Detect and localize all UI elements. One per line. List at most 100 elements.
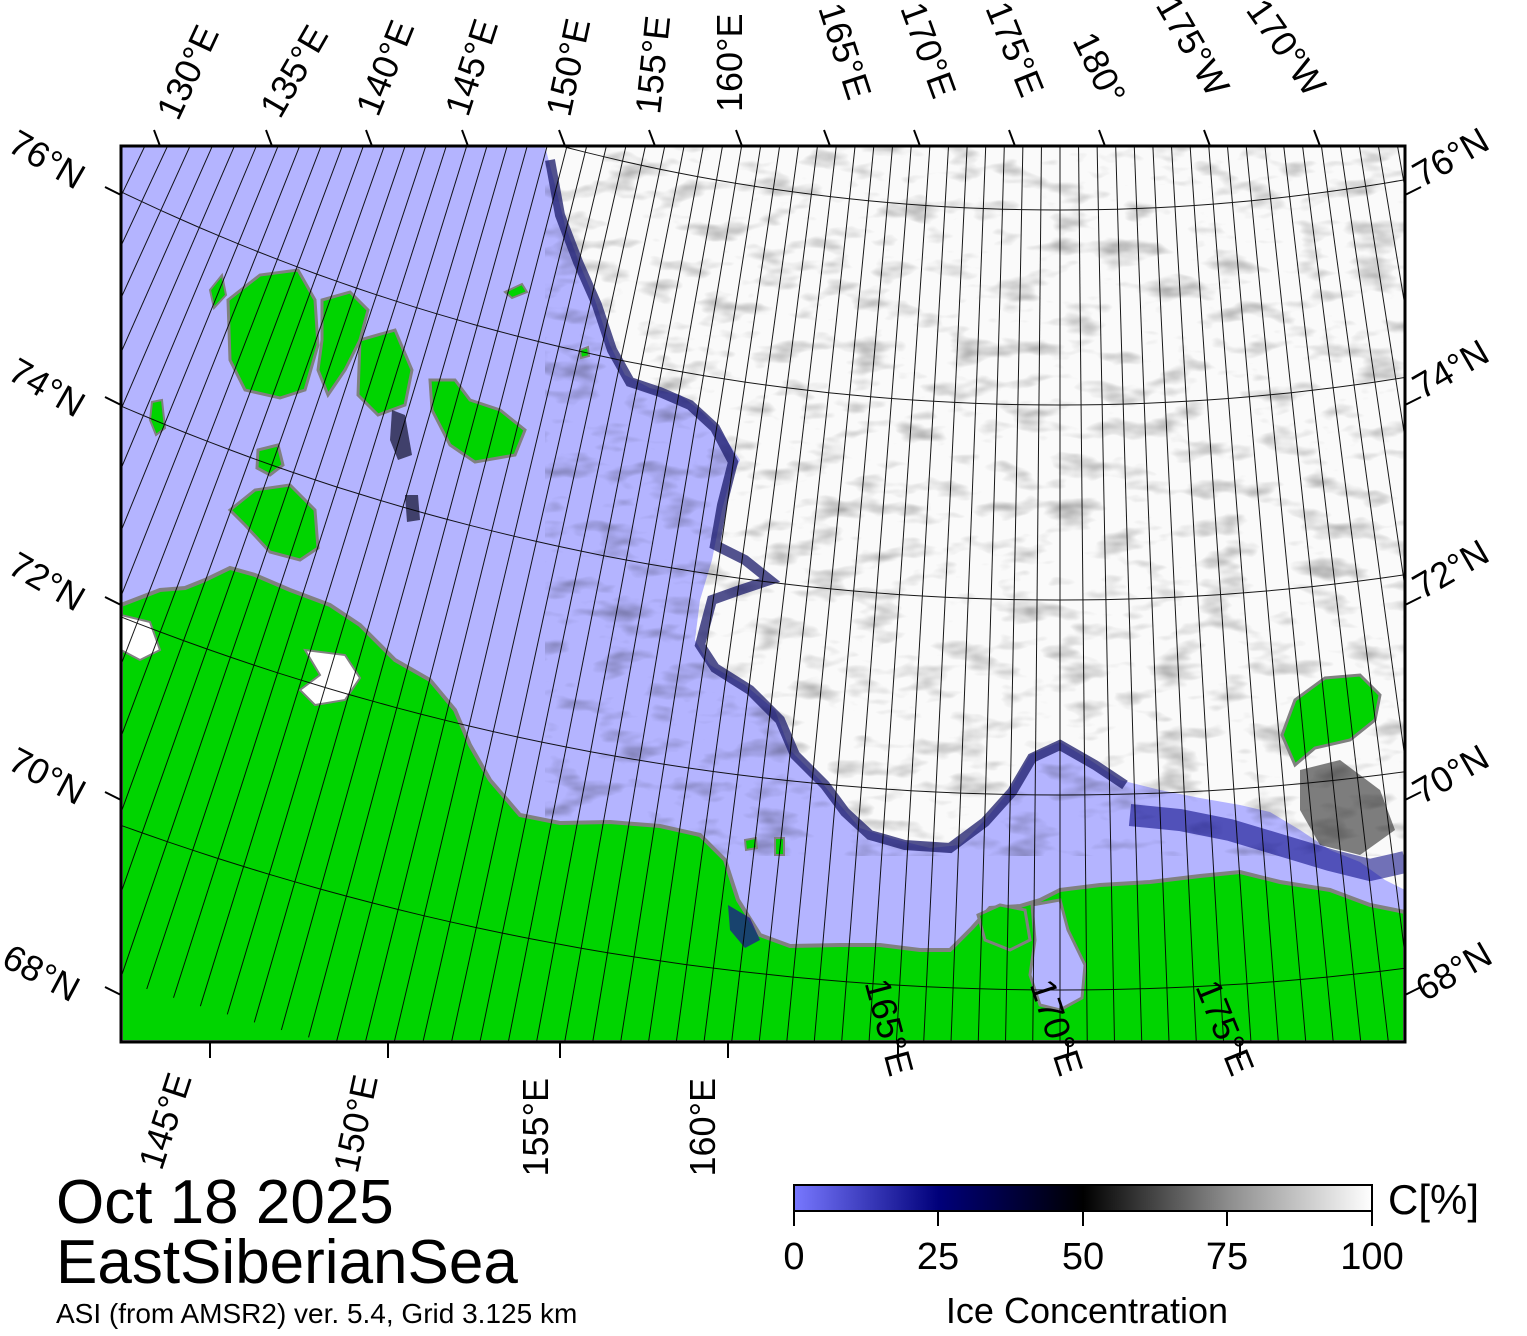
meridian-line [1283, 146, 1389, 1042]
chaun-bay [1028, 898, 1087, 1012]
bottom-longitude-label: 155°E [515, 1078, 556, 1176]
meridian-line [1482, 14, 1527, 1058]
right-tick [1404, 791, 1422, 801]
colorbar-tick-label: 50 [1061, 1236, 1105, 1278]
meridian-line [280, 146, 528, 1031]
right-latitude-label: 72°N [1406, 531, 1496, 607]
top-longitude-label: 160°E [709, 14, 750, 112]
parallel-line [121, 405, 1405, 601]
top-longitude-label: 135°E [251, 18, 336, 124]
meridian-line [1517, 6, 1527, 1045]
top-longitude-label: 140°E [347, 14, 422, 121]
new-siberia-island [428, 378, 527, 464]
meridian-line [841, 146, 912, 1042]
meridian-line [1377, 146, 1405, 310]
top-tick [913, 129, 921, 147]
left-latitude-label: 72°N [2, 543, 92, 619]
meridian-line [364, 146, 588, 1042]
meridian-line [121, 146, 257, 471]
meridian-line [1264, 146, 1362, 1042]
faddeyevsky-island [356, 328, 414, 417]
colorbar [793, 1184, 1373, 1212]
left-latitude-label: 70°N [2, 739, 92, 813]
meridian-line [422, 146, 627, 1042]
left-tick [104, 596, 122, 606]
meridian-line [1152, 146, 1197, 1042]
bottom-longitude-label: 145°E [130, 1068, 199, 1174]
date-label: Oct 18 2025 [56, 1168, 394, 1237]
top-longitude-label: 180° [1065, 26, 1134, 111]
meridian-line [1189, 146, 1252, 1042]
meridian-line [121, 146, 343, 739]
meridian-line [450, 146, 646, 1042]
ice-dark-patch [1300, 760, 1395, 855]
meridian-line [731, 146, 837, 1042]
region-label: EastSiberianSea [56, 1228, 518, 1297]
colorbar-title: Ice Concentration [945, 1290, 1229, 1331]
meridian-line [1339, 146, 1405, 592]
left-tick [104, 986, 122, 996]
kotelny-island [226, 268, 320, 400]
meridian-line [977, 146, 1005, 1042]
islet-west [148, 398, 167, 437]
colorbar-tick-label: 0 [783, 1236, 805, 1278]
meridian-line [1245, 146, 1334, 1042]
parallel-line [121, 824, 1405, 991]
top-longitude-label: 155°E [627, 14, 678, 116]
parallel-line [558, 146, 1405, 211]
top-longitude-label: 170°W [1238, 0, 1334, 103]
top-longitude-label: 175°E [978, 0, 1053, 102]
left-tick [104, 186, 122, 196]
top-tick [365, 129, 373, 147]
west-coast-ice [121, 613, 162, 662]
top-tick [153, 129, 161, 147]
top-tick [823, 129, 831, 147]
top-tick [1313, 129, 1321, 147]
bottom-longitude-label: 160°E [682, 1078, 723, 1176]
top-tick [265, 129, 273, 147]
meridian-line [813, 146, 894, 1042]
meridian-line [1005, 146, 1024, 1042]
top-tick [735, 129, 743, 147]
top-longitude-label: 175°W [1148, 0, 1238, 103]
meridian-line [895, 146, 950, 1042]
meridian-line [1208, 146, 1279, 1042]
meridian-line [121, 146, 301, 598]
island-ice-patch [405, 495, 420, 522]
colorbar-tick-label: 25 [916, 1236, 960, 1278]
meridian-line [308, 146, 548, 1038]
top-tick [648, 129, 656, 147]
islet-east [503, 282, 529, 300]
meridian-line [868, 146, 931, 1042]
colorbar-tick-label: 100 [1340, 1236, 1404, 1278]
colorbar-unit: C[%] [1388, 1176, 1480, 1223]
meridian-line [253, 146, 508, 1023]
meridian-line [121, 146, 279, 533]
meridian-line [1320, 146, 1405, 763]
left-tick [104, 791, 122, 801]
right-tick [1404, 596, 1422, 606]
meridian-line [1096, 146, 1115, 1042]
meridian-line [1078, 146, 1088, 1042]
ice-edge-band-east [1128, 804, 1405, 882]
kolyma-inlet [728, 905, 760, 948]
top-longitude-label: 150°E [538, 15, 599, 120]
top-longitude-label: 165°E [810, 0, 879, 104]
meridian-line [786, 146, 875, 1042]
top-longitude-label: 130°E [148, 19, 227, 126]
delta-ice [298, 648, 362, 707]
meridian-line [226, 146, 488, 1015]
right-latitude-label: 76°N [1406, 119, 1496, 195]
meridian-line [536, 146, 704, 1042]
meridian-line [1170, 146, 1225, 1042]
meridian-line [1133, 146, 1170, 1042]
right-tick [1404, 186, 1422, 196]
map-frame [119, 144, 1407, 1044]
mainland [121, 565, 1405, 1042]
meridian-line [564, 146, 724, 1042]
bunge-land [316, 290, 370, 399]
top-longitude-label: 170°E [892, 0, 964, 103]
meridian-line [1032, 146, 1042, 1042]
meridian-line [950, 146, 987, 1042]
colorbar-tick-label: 75 [1205, 1236, 1249, 1278]
